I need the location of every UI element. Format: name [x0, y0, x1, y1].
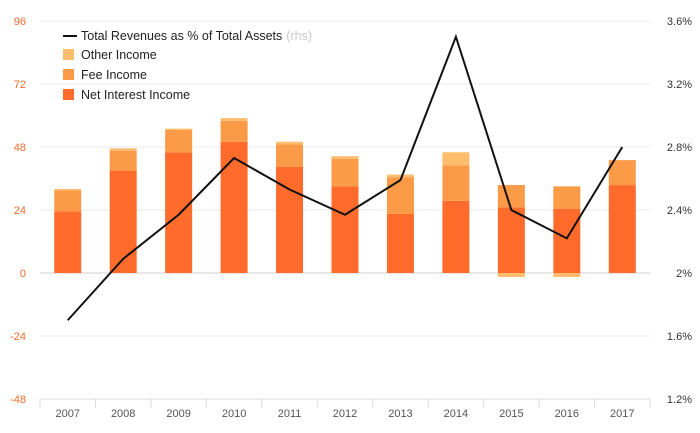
x-tick-label: 2013 [388, 408, 412, 420]
legend-line-label: Total Revenues as % of Total Assets (rhs) [81, 29, 312, 43]
bar-net-interest-income [109, 170, 137, 273]
bar-net-interest-income [54, 211, 82, 273]
left-tick-label: 72 [14, 79, 26, 91]
left-tick-label: 24 [14, 205, 26, 217]
x-tick-label: 2008 [111, 408, 135, 420]
right-axis-ticks: 3.6% 3.2% 2.8% 2.4% 2% 1.6% 1.2% [667, 16, 692, 406]
left-tick-label: 0 [20, 268, 26, 280]
bar-net-interest-income [442, 200, 470, 273]
legend-net-interest-income-label: Net Interest Income [81, 88, 190, 102]
right-tick-label: 2% [676, 268, 692, 280]
bar-fee-income [442, 165, 470, 201]
bar-other-income [220, 118, 248, 121]
bar-other-income [54, 189, 82, 191]
legend-fee-income-label: Fee Income [81, 68, 147, 82]
x-tick-label: 2014 [444, 408, 468, 420]
bar-net-interest-income [165, 152, 193, 273]
right-tick-label: 3.2% [667, 79, 692, 91]
bar-fee-income [497, 185, 525, 208]
x-tick-label: 2007 [55, 408, 79, 420]
bar-other-income [553, 273, 581, 277]
bar-net-interest-income [220, 141, 248, 273]
left-tick-label: 48 [14, 142, 26, 154]
legend-other-income-label: Other Income [81, 48, 157, 62]
bar-other-income [276, 141, 304, 145]
bar-net-interest-income [386, 213, 414, 273]
x-tick-label: 2015 [499, 408, 523, 420]
bar-fee-income [54, 190, 82, 212]
legend-line-rhs: (rhs) [286, 29, 312, 43]
x-tick-label: 2009 [166, 408, 190, 420]
bar-other-income [331, 156, 359, 159]
bar-other-income [386, 174, 414, 178]
bar-net-interest-income [553, 208, 581, 273]
right-tick-label: 3.6% [667, 16, 692, 28]
bar-fee-income [608, 160, 636, 186]
right-tick-label: 2.8% [667, 142, 692, 154]
left-tick-label: -48 [10, 394, 26, 406]
left-tick-label: -24 [10, 331, 26, 343]
bar-other-income [109, 148, 137, 151]
x-tick-label: 2017 [610, 408, 634, 420]
bar-fee-income [331, 158, 359, 187]
bar-fee-income [553, 186, 581, 209]
legend-line-name: Total Revenues as % of Total Assets [81, 29, 282, 43]
bar-net-interest-income [276, 166, 304, 273]
bar-fee-income [220, 120, 248, 142]
bar-fee-income [165, 129, 193, 153]
x-tick-label: 2016 [555, 408, 579, 420]
bar-fee-income [276, 144, 304, 167]
stacked-bars [54, 118, 636, 277]
x-tick-label: 2011 [278, 408, 302, 420]
right-tick-label: 1.2% [667, 394, 692, 406]
bar-net-interest-income [608, 185, 636, 273]
legend-other-income-swatch [63, 49, 74, 60]
bar-net-interest-income [497, 207, 525, 273]
x-tick-label: 2010 [222, 408, 246, 420]
right-tick-label: 2.4% [667, 205, 692, 217]
left-axis-ticks: 96 72 48 24 0 -24 -48 [10, 16, 26, 406]
legend-fee-income-swatch [63, 69, 74, 80]
right-tick-label: 1.6% [667, 331, 692, 343]
bar-other-income [165, 128, 193, 130]
legend-net-interest-income-swatch [63, 89, 74, 100]
revenue-ratio-line [66, 33, 624, 321]
bar-fee-income [386, 177, 414, 214]
x-tick-label: 2012 [333, 408, 357, 420]
bar-fee-income [109, 150, 137, 171]
legend: Total Revenues as % of Total Assets (rhs)… [63, 29, 312, 102]
bar-net-interest-income [331, 186, 359, 273]
revenue-ratio-line-group [66, 33, 624, 321]
x-axis: 2007 2008 2009 2010 2011 2012 2013 2014 2015 2016… [39, 398, 651, 420]
bar-other-income [442, 152, 470, 166]
bar-other-income [497, 273, 525, 277]
left-tick-label: 96 [14, 16, 26, 28]
